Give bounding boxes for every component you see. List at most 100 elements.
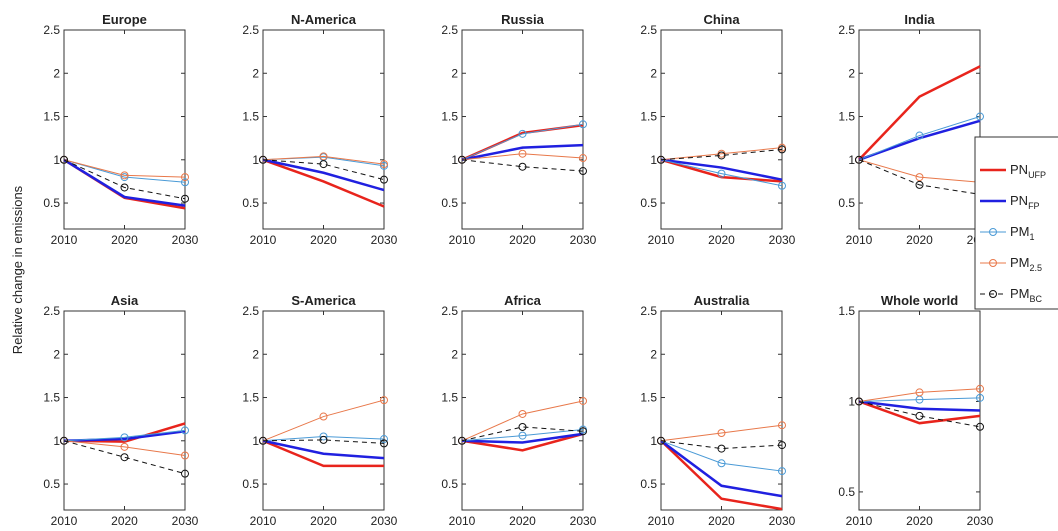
series-marker xyxy=(319,160,328,169)
series-marker xyxy=(855,155,863,164)
legend-label: PNUFP xyxy=(1010,162,1046,180)
series-marker xyxy=(319,435,328,444)
y-tick-label: 2 xyxy=(848,66,855,80)
series-marker xyxy=(60,155,68,164)
series-line xyxy=(858,159,981,183)
y-tick-label: 1.5 xyxy=(838,110,855,124)
subplot-title: Russia xyxy=(501,12,544,27)
y-tick-label: 2.5 xyxy=(242,23,259,37)
y-tick-label: 0.5 xyxy=(242,196,259,210)
legend-marker xyxy=(989,259,997,267)
x-tick-label: 2030 xyxy=(967,514,994,528)
series-marker xyxy=(778,467,786,476)
series-marker xyxy=(518,149,527,158)
series-marker xyxy=(518,409,527,418)
legend-subscript: 2.5 xyxy=(1030,263,1043,273)
series-line xyxy=(63,429,186,442)
x-tick-label: 2010 xyxy=(648,514,675,528)
x-tick-label: 2020 xyxy=(509,514,536,528)
y-tick-label: 1 xyxy=(53,153,60,167)
series-line xyxy=(461,143,584,162)
series-marker xyxy=(717,444,726,453)
series-line xyxy=(262,159,385,181)
y-tick-label: 0.5 xyxy=(640,196,657,210)
series-line xyxy=(660,158,783,181)
series-marker xyxy=(120,183,129,192)
legend-marker xyxy=(989,290,997,298)
y-tick-label: 1.5 xyxy=(441,110,458,124)
series-marker xyxy=(855,397,863,406)
x-tick-label: 2010 xyxy=(250,514,277,528)
x-tick-label: 2030 xyxy=(371,514,398,528)
legend-label: PM1 xyxy=(1010,224,1035,242)
series-line xyxy=(660,440,783,472)
axes-box xyxy=(63,29,186,230)
subplot-title: China xyxy=(703,12,740,27)
legend-box xyxy=(974,136,1058,310)
y-tick-label: 0.5 xyxy=(43,477,60,491)
y-tick-label: 0.5 xyxy=(441,477,458,491)
legend-label: PM2.5 xyxy=(1010,255,1042,273)
series-line xyxy=(858,119,981,161)
x-tick-label: 2030 xyxy=(769,514,796,528)
series-line xyxy=(858,388,981,402)
series-marker xyxy=(120,433,129,442)
series-marker xyxy=(518,162,527,171)
series-marker xyxy=(976,384,984,393)
series-marker xyxy=(319,152,328,161)
series-line xyxy=(660,148,783,161)
y-tick-label: 2.5 xyxy=(441,304,458,318)
legend-name: PN xyxy=(1010,193,1028,208)
axes-box xyxy=(660,29,783,230)
x-tick-label: 2030 xyxy=(570,233,597,247)
series-marker xyxy=(120,171,129,180)
series-line xyxy=(858,65,981,161)
series-line xyxy=(461,426,584,442)
axes-box xyxy=(858,29,981,230)
y-tick-label: 1.5 xyxy=(441,391,458,405)
series-line xyxy=(63,440,186,475)
y-tick-label: 2.5 xyxy=(242,304,259,318)
series-marker xyxy=(579,427,587,436)
series-marker xyxy=(120,442,129,451)
series-line xyxy=(461,400,584,442)
legend-name: PM xyxy=(1010,255,1030,270)
series-marker xyxy=(458,155,466,164)
series-line xyxy=(660,440,783,450)
series-marker xyxy=(181,469,189,478)
subplot-title: Africa xyxy=(504,293,542,308)
series-line xyxy=(461,429,584,442)
y-tick-label: 1 xyxy=(451,434,458,448)
series-marker xyxy=(657,155,665,164)
series-marker xyxy=(778,145,786,154)
series-marker xyxy=(181,194,189,203)
y-tick-label: 1 xyxy=(848,394,855,408)
legend-name: PN xyxy=(1010,162,1028,177)
series-marker xyxy=(380,396,388,405)
axes-box xyxy=(63,310,186,511)
y-tick-label: 0.5 xyxy=(43,196,60,210)
subplot-title: Europe xyxy=(102,12,147,27)
x-tick-label: 2020 xyxy=(310,514,337,528)
subplot-title: Asia xyxy=(111,293,139,308)
x-tick-label: 2020 xyxy=(906,514,933,528)
series-line xyxy=(660,439,783,511)
legend-marker xyxy=(989,228,997,236)
y-tick-label: 1.5 xyxy=(242,110,259,124)
legend-subscript: FP xyxy=(1028,201,1040,211)
y-tick-label: 2.5 xyxy=(43,304,60,318)
series-marker xyxy=(778,421,786,430)
series-line xyxy=(461,123,584,161)
series-line xyxy=(63,159,186,200)
series-marker xyxy=(380,435,388,444)
series-marker xyxy=(380,175,388,184)
series-line xyxy=(63,159,186,178)
series-marker xyxy=(259,155,267,164)
series-marker xyxy=(181,426,189,435)
series-line xyxy=(461,432,584,452)
series-line xyxy=(262,158,385,192)
x-tick-label: 2020 xyxy=(708,514,735,528)
series-marker xyxy=(915,173,924,182)
x-tick-label: 2010 xyxy=(846,233,873,247)
